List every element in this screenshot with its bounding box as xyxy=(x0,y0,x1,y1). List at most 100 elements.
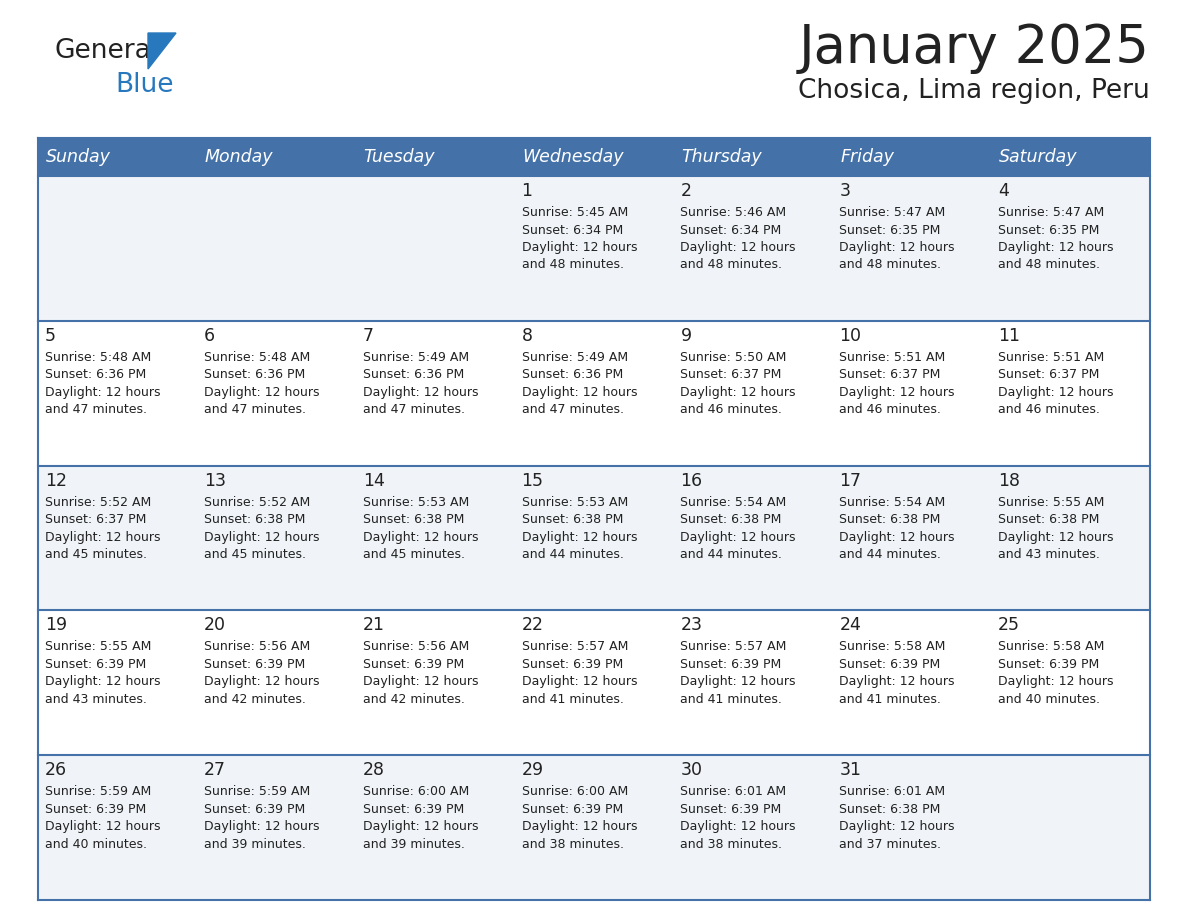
Text: 23: 23 xyxy=(681,616,702,634)
Bar xyxy=(197,756,355,900)
Text: Daylight: 12 hours: Daylight: 12 hours xyxy=(204,676,320,688)
Text: Sunrise: 5:53 AM: Sunrise: 5:53 AM xyxy=(522,496,627,509)
Text: 3: 3 xyxy=(839,182,851,200)
Text: 12: 12 xyxy=(45,472,67,489)
Bar xyxy=(355,320,514,465)
Text: Sunset: 6:39 PM: Sunset: 6:39 PM xyxy=(839,658,941,671)
Text: 24: 24 xyxy=(839,616,861,634)
Text: Sunrise: 5:46 AM: Sunrise: 5:46 AM xyxy=(681,206,786,219)
Text: and 40 minutes.: and 40 minutes. xyxy=(45,838,147,851)
Text: Sunrise: 5:49 AM: Sunrise: 5:49 AM xyxy=(522,351,627,364)
Text: and 46 minutes.: and 46 minutes. xyxy=(839,403,941,416)
Text: Sunrise: 5:51 AM: Sunrise: 5:51 AM xyxy=(998,351,1105,364)
Bar xyxy=(833,138,991,176)
Text: and 41 minutes.: and 41 minutes. xyxy=(522,693,624,706)
Text: Daylight: 12 hours: Daylight: 12 hours xyxy=(998,676,1113,688)
Text: Daylight: 12 hours: Daylight: 12 hours xyxy=(45,676,160,688)
Text: Daylight: 12 hours: Daylight: 12 hours xyxy=(839,531,955,543)
Text: and 48 minutes.: and 48 minutes. xyxy=(839,259,941,272)
Text: 6: 6 xyxy=(204,327,215,345)
Text: Daylight: 12 hours: Daylight: 12 hours xyxy=(522,531,637,543)
Text: Sunrise: 5:52 AM: Sunrise: 5:52 AM xyxy=(45,496,151,509)
Text: Daylight: 12 hours: Daylight: 12 hours xyxy=(681,820,796,834)
Text: Tuesday: Tuesday xyxy=(364,148,435,166)
Text: 9: 9 xyxy=(681,327,691,345)
Text: Sunset: 6:38 PM: Sunset: 6:38 PM xyxy=(998,513,1100,526)
Text: and 39 minutes.: and 39 minutes. xyxy=(362,838,465,851)
Text: 1: 1 xyxy=(522,182,532,200)
Text: Sunrise: 5:47 AM: Sunrise: 5:47 AM xyxy=(839,206,946,219)
Bar xyxy=(514,138,674,176)
Text: Sunrise: 5:48 AM: Sunrise: 5:48 AM xyxy=(204,351,310,364)
Bar xyxy=(38,320,197,465)
Text: and 45 minutes.: and 45 minutes. xyxy=(362,548,465,561)
Text: and 45 minutes.: and 45 minutes. xyxy=(204,548,305,561)
Text: 2: 2 xyxy=(681,182,691,200)
Bar xyxy=(197,138,355,176)
Text: Sunset: 6:34 PM: Sunset: 6:34 PM xyxy=(522,223,623,237)
Text: Daylight: 12 hours: Daylight: 12 hours xyxy=(839,820,955,834)
Text: 19: 19 xyxy=(45,616,68,634)
Text: Sunset: 6:35 PM: Sunset: 6:35 PM xyxy=(839,223,941,237)
Polygon shape xyxy=(148,33,176,69)
Bar xyxy=(38,138,197,176)
Text: 31: 31 xyxy=(839,761,861,779)
Text: Blue: Blue xyxy=(115,72,173,98)
Text: Daylight: 12 hours: Daylight: 12 hours xyxy=(522,386,637,398)
Text: Sunset: 6:39 PM: Sunset: 6:39 PM xyxy=(204,658,305,671)
Bar xyxy=(355,756,514,900)
Text: 29: 29 xyxy=(522,761,544,779)
Text: 14: 14 xyxy=(362,472,385,489)
Text: 17: 17 xyxy=(839,472,861,489)
Text: Sunset: 6:39 PM: Sunset: 6:39 PM xyxy=(204,802,305,816)
Text: Sunset: 6:39 PM: Sunset: 6:39 PM xyxy=(362,658,465,671)
Text: Sunrise: 5:47 AM: Sunrise: 5:47 AM xyxy=(998,206,1105,219)
Text: Saturday: Saturday xyxy=(999,148,1078,166)
Text: Sunrise: 6:01 AM: Sunrise: 6:01 AM xyxy=(839,785,946,798)
Text: Sunrise: 5:58 AM: Sunrise: 5:58 AM xyxy=(839,641,946,654)
Bar xyxy=(674,465,833,610)
Text: 25: 25 xyxy=(998,616,1020,634)
Bar xyxy=(833,756,991,900)
Text: and 44 minutes.: and 44 minutes. xyxy=(839,548,941,561)
Text: Daylight: 12 hours: Daylight: 12 hours xyxy=(522,241,637,254)
Bar xyxy=(197,465,355,610)
Bar xyxy=(833,320,991,465)
Text: Sunrise: 5:56 AM: Sunrise: 5:56 AM xyxy=(204,641,310,654)
Text: Sunrise: 5:59 AM: Sunrise: 5:59 AM xyxy=(204,785,310,798)
Text: Sunset: 6:39 PM: Sunset: 6:39 PM xyxy=(522,802,623,816)
Bar xyxy=(833,465,991,610)
Text: 13: 13 xyxy=(204,472,226,489)
Text: and 46 minutes.: and 46 minutes. xyxy=(998,403,1100,416)
Text: Sunrise: 5:53 AM: Sunrise: 5:53 AM xyxy=(362,496,469,509)
Text: and 38 minutes.: and 38 minutes. xyxy=(522,838,624,851)
Text: Daylight: 12 hours: Daylight: 12 hours xyxy=(681,531,796,543)
Text: Daylight: 12 hours: Daylight: 12 hours xyxy=(362,386,479,398)
Bar xyxy=(674,756,833,900)
Bar xyxy=(355,465,514,610)
Text: Sunset: 6:39 PM: Sunset: 6:39 PM xyxy=(681,802,782,816)
Text: and 47 minutes.: and 47 minutes. xyxy=(204,403,305,416)
Text: and 46 minutes.: and 46 minutes. xyxy=(681,403,783,416)
Text: Sunrise: 5:55 AM: Sunrise: 5:55 AM xyxy=(45,641,151,654)
Bar xyxy=(355,138,514,176)
Text: Daylight: 12 hours: Daylight: 12 hours xyxy=(522,676,637,688)
Text: General: General xyxy=(55,38,159,64)
Text: Daylight: 12 hours: Daylight: 12 hours xyxy=(681,386,796,398)
Text: Sunset: 6:39 PM: Sunset: 6:39 PM xyxy=(998,658,1099,671)
Text: Sunrise: 5:56 AM: Sunrise: 5:56 AM xyxy=(362,641,469,654)
Text: Sunrise: 6:00 AM: Sunrise: 6:00 AM xyxy=(362,785,469,798)
Text: 16: 16 xyxy=(681,472,702,489)
Text: Sunrise: 5:59 AM: Sunrise: 5:59 AM xyxy=(45,785,151,798)
Text: Friday: Friday xyxy=(840,148,895,166)
Text: Sunday: Sunday xyxy=(46,148,110,166)
Bar xyxy=(674,138,833,176)
Text: 10: 10 xyxy=(839,327,861,345)
Text: Sunset: 6:37 PM: Sunset: 6:37 PM xyxy=(681,368,782,381)
Text: Daylight: 12 hours: Daylight: 12 hours xyxy=(522,820,637,834)
Text: 28: 28 xyxy=(362,761,385,779)
Text: Sunset: 6:39 PM: Sunset: 6:39 PM xyxy=(45,658,146,671)
Bar xyxy=(355,610,514,756)
Text: January 2025: January 2025 xyxy=(800,22,1150,74)
Text: Sunrise: 5:48 AM: Sunrise: 5:48 AM xyxy=(45,351,151,364)
